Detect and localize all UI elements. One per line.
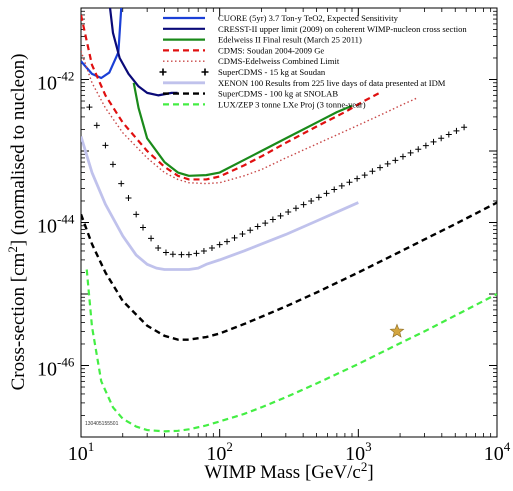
y-tick-label: 10-42 (37, 69, 74, 95)
data-point (262, 220, 269, 227)
x-tick-labels: 101 102 103 104 (68, 439, 511, 465)
data-point (169, 251, 176, 258)
data-point (415, 146, 422, 153)
series-supercdms-15-kg-at-soudan (86, 104, 468, 258)
y-axis-label: Cross-section [cm2] (normalised to nucle… (5, 54, 29, 391)
y-tick-label: 10-44 (37, 212, 75, 238)
data-point (125, 195, 132, 202)
data-point (346, 179, 353, 186)
data-point (285, 209, 292, 216)
data-point (269, 216, 276, 223)
legend-item-lux-zep-3-tonne-lxe-proj-3-tonne-year: LUX/ZEP 3 tonne LXe Proj (3 tonne-year) (163, 99, 366, 109)
data-point (331, 186, 338, 193)
data-point (216, 241, 223, 248)
data-point (254, 223, 261, 230)
data-point (430, 138, 437, 145)
data-point (109, 161, 116, 168)
legend-label: CDMS: Soudan 2004-2009 Ge (218, 45, 324, 55)
legend-label: XENON 100 Results from 225 live days of … (218, 78, 446, 88)
data-point (133, 211, 140, 218)
data-point (392, 157, 399, 164)
data-point (361, 172, 368, 179)
data-point (200, 247, 207, 254)
x-axis-label: WIMP Mass [GeV/c2] (204, 459, 373, 483)
data-point (315, 194, 322, 201)
legend-label: LUX/ZEP 3 tonne LXe Proj (3 tonne-year) (218, 99, 366, 109)
data-point (178, 251, 185, 258)
data-point (162, 249, 169, 256)
series-cuore-5yr-3-7-ton-y-teo2-expected-sensitivity (81, 8, 123, 80)
data-point (155, 244, 162, 251)
legend-item-edelweiss-ii-final-result-march-25-2011: Edelweiss II Final result (March 25 2011… (163, 35, 362, 45)
data-point (377, 164, 384, 171)
y-tick-labels: 10-42 10-44 10-46 (37, 69, 75, 381)
plot-frame (80, 7, 498, 438)
data-point (354, 175, 361, 182)
data-point (140, 224, 147, 231)
series-cdms-edelweiss-combined-limit (81, 50, 419, 185)
legend-item-xenon-100-results-from-225-live-days-of-data-presented-at-idm: XENON 100 Results from 225 live days of … (163, 78, 446, 88)
legend-label: SuperCDMS - 15 kg at Soudan (218, 67, 326, 77)
data-point (292, 205, 299, 212)
data-point (148, 235, 155, 242)
data-point (438, 135, 445, 142)
minor-ticks (81, 8, 497, 437)
legend-item-cresst-ii-upper-limit-2009-on-coherent-wimp-nucleon-cross-section: CRESST-II upper limit (2009) on coherent… (163, 24, 467, 34)
data-point (224, 238, 231, 245)
data-point (208, 244, 215, 251)
star-marker (389, 323, 405, 338)
legend-item-cuore-5yr-3-7-ton-y-teo2-expected-sensitivity: CUORE (5yr) 3.7 Ton-y TeO2, Expected Sen… (163, 13, 399, 23)
series-cdms-soudan-2004-2009-ge (81, 14, 380, 181)
data-point (399, 153, 406, 160)
data-point (185, 251, 192, 258)
series-xenon-100-results-from-225-live-days-of-data-presented-at-idm (81, 136, 359, 271)
legend-label: CRESST-II upper limit (2009) on coherent… (218, 24, 467, 34)
data-point (384, 160, 391, 167)
legend: CUORE (5yr) 3.7 Ton-y TeO2, Expected Sen… (159, 13, 467, 109)
x-tick-label: 103 (345, 439, 372, 465)
data-point (93, 122, 100, 129)
data-point (102, 142, 109, 149)
data-point (118, 180, 125, 187)
series-supercdms-100-kg-at-snolab (81, 201, 497, 341)
data-point (239, 231, 246, 238)
marker-layer (389, 323, 405, 338)
legend-item-cdms-soudan-2004-2009-ge: CDMS: Soudan 2004-2009 Ge (163, 45, 324, 55)
x-tick-label: 104 (484, 439, 511, 465)
data-point (461, 124, 468, 131)
data-point (277, 212, 284, 219)
data-point (323, 190, 330, 197)
legend-item-supercdms-15-kg-at-soudan: SuperCDMS - 15 kg at Soudan (159, 67, 326, 77)
series-lux-zep-3-tonne-lxe-proj-3-tonne-year (85, 269, 497, 433)
data-point (407, 149, 414, 156)
data-point (193, 250, 200, 257)
legend-item-cdms-edelweiss-combined-limit: CDMS-Edelweiss Combined Limit (163, 56, 340, 66)
plot-stamp: 130405155501 (85, 421, 119, 427)
legend-item-supercdms-100-kg-at-snolab: SuperCDMS - 100 kg at SNOLAB (163, 89, 338, 99)
data-point (247, 227, 254, 234)
y-tick-label: 10-46 (37, 355, 75, 381)
data-point (445, 131, 452, 138)
series-edelweiss-ii-final-result-march-25-2011 (132, 82, 353, 177)
data-point (338, 182, 345, 189)
data-point (308, 197, 315, 204)
legend-label: CUORE (5yr) 3.7 Ton-y TeO2, Expected Sen… (218, 13, 399, 23)
legend-label: CDMS-Edelweiss Combined Limit (218, 56, 340, 66)
data-point (300, 201, 307, 208)
data-point (86, 104, 93, 111)
x-tick-label: 101 (68, 439, 95, 465)
x-tick-label: 102 (206, 439, 233, 465)
legend-swatch (159, 68, 209, 76)
data-point (231, 234, 238, 241)
legend-label: SuperCDMS - 100 kg at SNOLAB (218, 89, 338, 99)
legend-label: Edelweiss II Final result (March 25 2011… (218, 35, 362, 45)
data-point (369, 168, 376, 175)
data-point (422, 142, 429, 149)
data-point (453, 127, 460, 134)
